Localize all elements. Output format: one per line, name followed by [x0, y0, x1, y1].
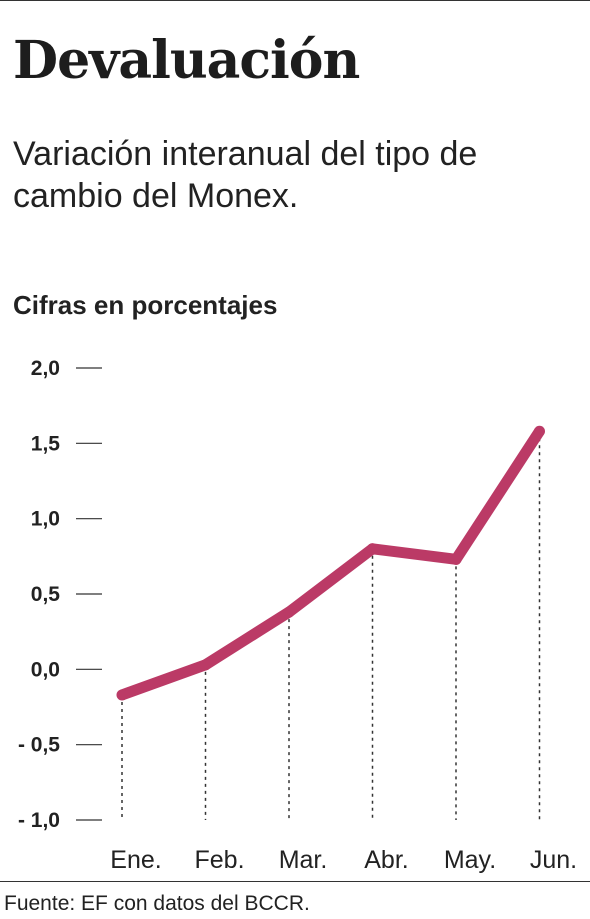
- chart-subtitle: Variación interanual del tipo de cambio …: [13, 135, 478, 215]
- y-tick-label: 0,0: [31, 658, 60, 681]
- y-tick-label: 1,0: [31, 508, 60, 531]
- line-chart: 2,0 1,5 1,0 0,5 0,0 - 0,5 - 1,0 Ene. Feb. Mar. Abr…: [18, 357, 577, 874]
- y-tick-label: 0,5: [31, 583, 61, 606]
- chart-title: Devaluación: [13, 30, 360, 91]
- data-point: [283, 606, 295, 618]
- x-tick-label: May.: [444, 846, 496, 874]
- data-point: [450, 553, 462, 565]
- x-tick-label: Jun.: [530, 846, 577, 874]
- data-point: [200, 659, 211, 671]
- bottom-rule: [0, 881, 590, 882]
- x-tick-label: Feb.: [194, 846, 244, 874]
- series-line: [120, 428, 545, 701]
- y-tick-label: - 1,0: [18, 809, 60, 832]
- data-point: [367, 543, 378, 555]
- data-point: [534, 425, 545, 437]
- x-tick-label: Mar.: [279, 846, 328, 874]
- y-tick-label: - 0,5: [18, 734, 60, 757]
- top-rule: [0, 0, 590, 1]
- source-note: Fuente: EF con datos del BCCR.: [4, 892, 310, 915]
- y-tick-label: 1,5: [31, 432, 61, 455]
- data-point: [116, 689, 128, 701]
- x-tick-label: Ene.: [110, 846, 161, 874]
- x-tick-label: Abr.: [364, 846, 408, 874]
- units-label: Cifras en porcentajes: [13, 290, 278, 320]
- y-tick-label: 2,0: [31, 357, 60, 380]
